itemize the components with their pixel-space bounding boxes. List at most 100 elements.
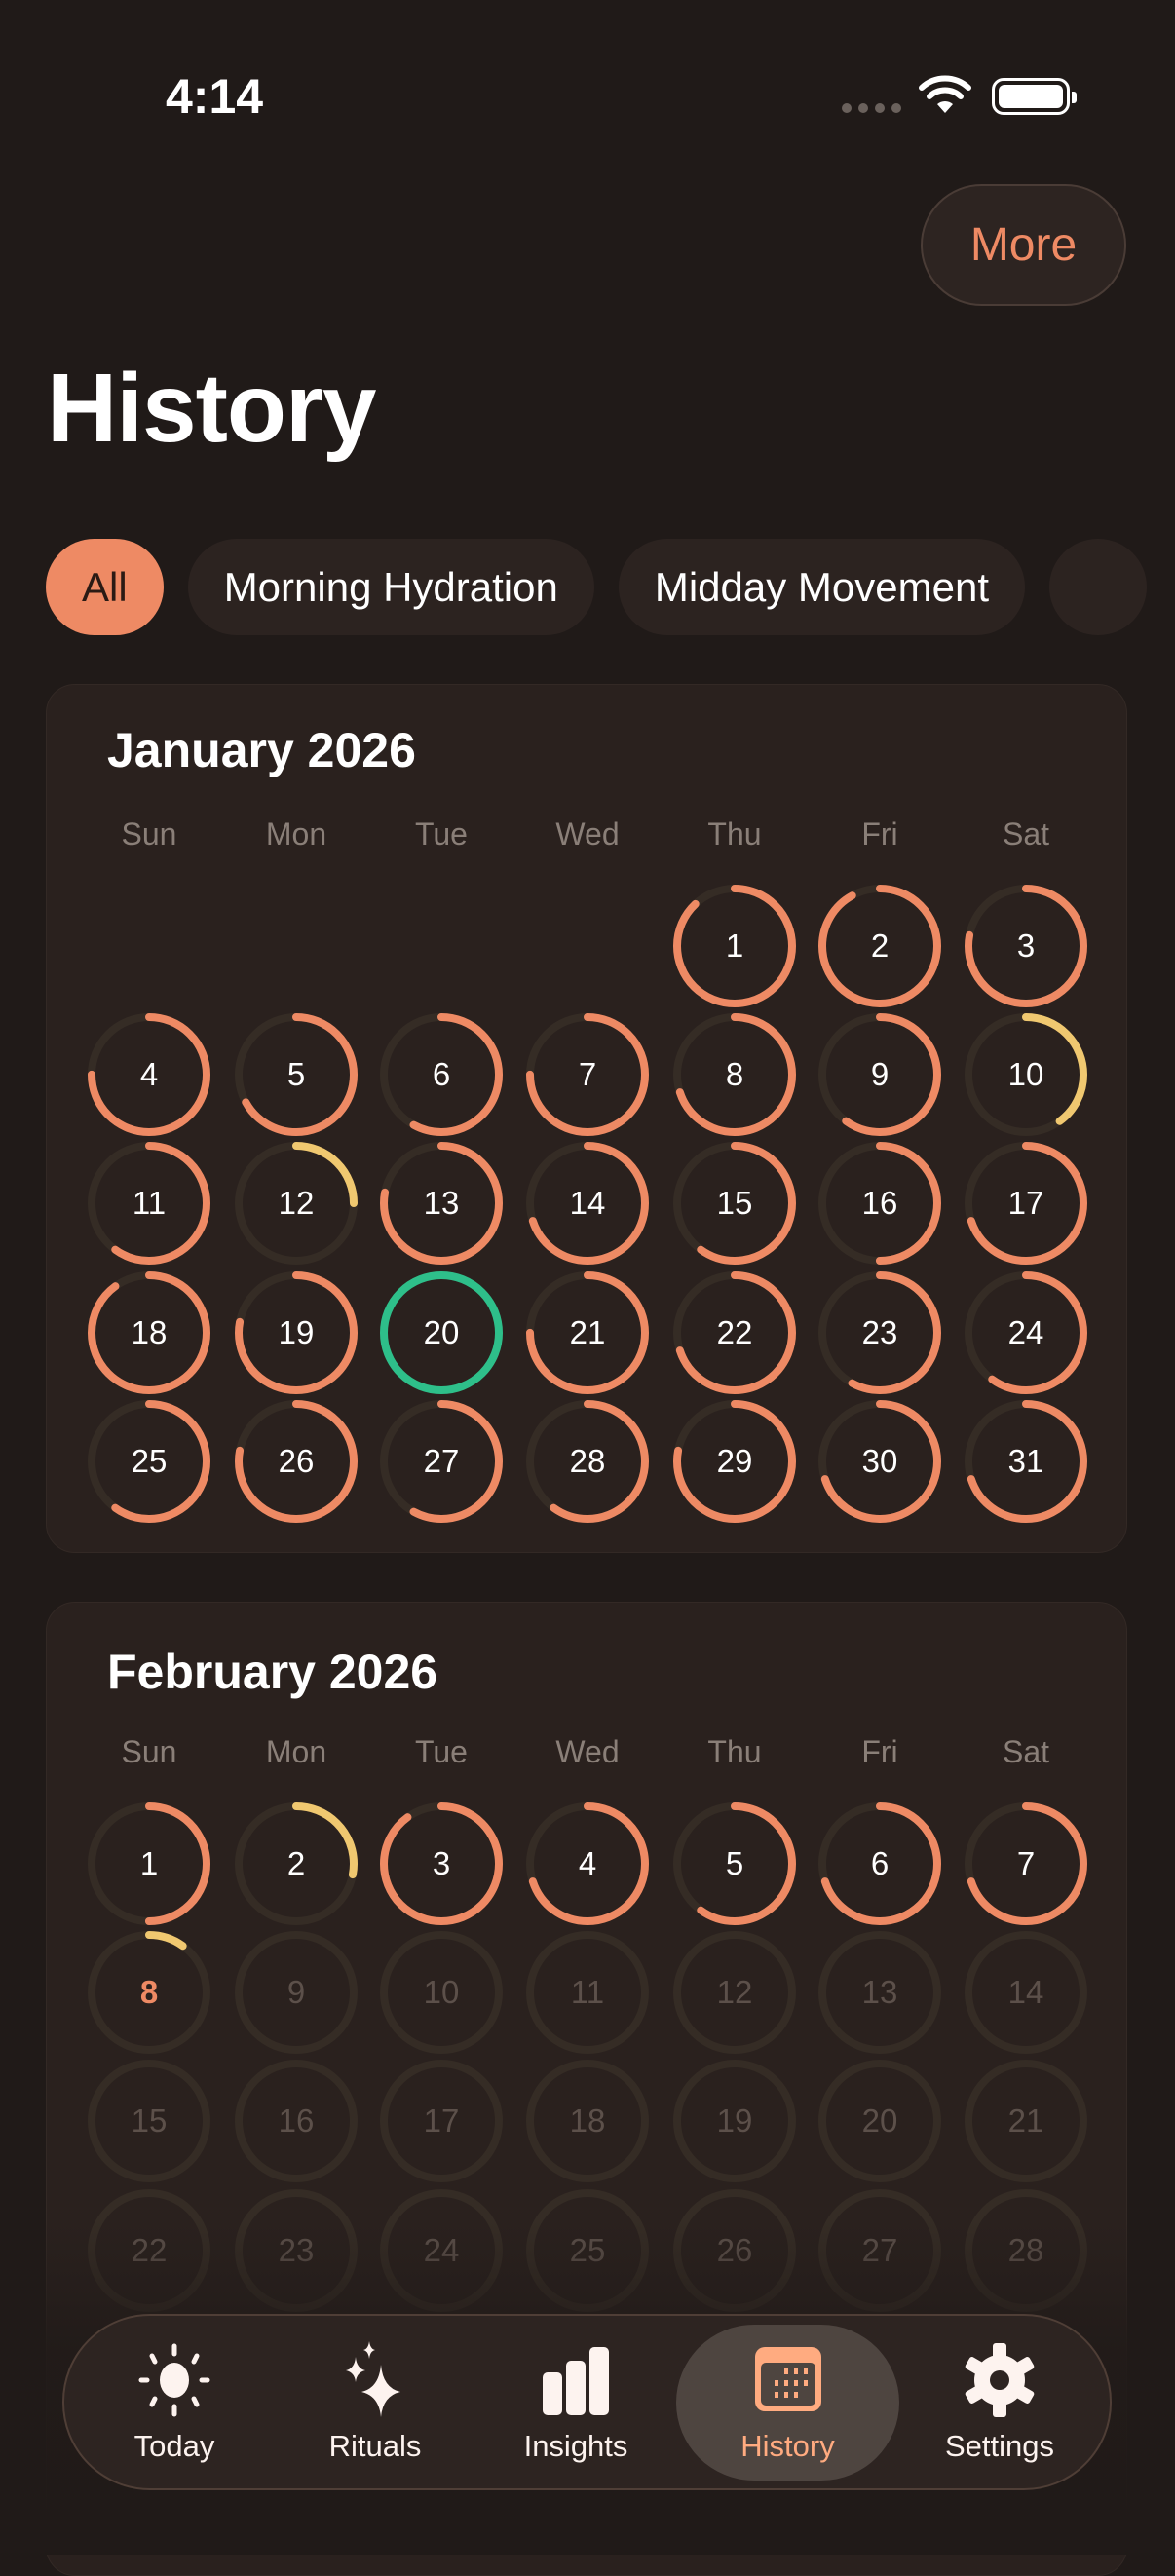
- day-cell-partial[interactable]: 31: [962, 1397, 1090, 1526]
- progress-ring: [818, 1142, 941, 1265]
- day-number: 30: [861, 1443, 898, 1479]
- day-number: 21: [1007, 2102, 1044, 2139]
- day-cell-low[interactable]: 10: [962, 1010, 1090, 1139]
- day-cell-partial[interactable]: 9: [815, 1010, 944, 1139]
- day-number: 25: [131, 1443, 168, 1479]
- status-time: 4:14: [166, 69, 264, 124]
- progress-arc: [673, 1013, 796, 1136]
- day-cell-partial[interactable]: 18: [85, 1269, 213, 1397]
- progress-arc: [88, 1400, 210, 1523]
- day-number: 13: [423, 1185, 460, 1221]
- day-cell-future[interactable]: 21: [962, 2057, 1090, 2185]
- day-cell-partial[interactable]: 6: [377, 1010, 506, 1139]
- day-cell-partial[interactable]: 21: [523, 1269, 652, 1397]
- day-cell-partial[interactable]: 15: [670, 1139, 799, 1268]
- day-cell-partial[interactable]: 28: [523, 1397, 652, 1526]
- day-cell-future[interactable]: 9: [232, 1928, 360, 2057]
- calendar-icon: [754, 2346, 821, 2411]
- day-cell-partial[interactable]: 25: [85, 1397, 213, 1526]
- day-cell-partial[interactable]: 6: [815, 1799, 944, 1928]
- tab-rituals[interactable]: Rituals: [275, 2325, 475, 2481]
- day-cell-future[interactable]: 20: [815, 2057, 944, 2185]
- day-cell-partial[interactable]: 5: [670, 1799, 799, 1928]
- day-cell-future[interactable]: 14: [962, 1928, 1090, 2057]
- day-cell-future[interactable]: 11: [523, 1928, 652, 2057]
- day-cell-future[interactable]: 17: [377, 2057, 506, 2185]
- day-number: 26: [278, 1443, 315, 1479]
- progress-ring: [235, 1271, 358, 1394]
- day-cell-partial[interactable]: 19: [232, 1269, 360, 1397]
- day-number: 6: [432, 1056, 451, 1092]
- tab-settings[interactable]: Settings: [899, 2325, 1100, 2481]
- progress-arc: [235, 1400, 358, 1523]
- progress-arc: [380, 1013, 503, 1136]
- day-cell-partial[interactable]: 30: [815, 1397, 944, 1526]
- day-number: 19: [278, 1314, 315, 1350]
- tab-label: Settings: [944, 2428, 1054, 2463]
- day-cell-today[interactable]: 8: [85, 1928, 213, 2057]
- day-cell-low[interactable]: 12: [232, 1139, 360, 1268]
- day-cell-partial[interactable]: 4: [523, 1799, 652, 1928]
- progress-arc: [818, 1013, 941, 1136]
- day-cell-partial[interactable]: 8: [670, 1010, 799, 1139]
- day-number: 11: [570, 1974, 605, 2010]
- day-cell-future[interactable]: 19: [670, 2057, 799, 2185]
- filter-chip-morning-hydration[interactable]: Morning Hydration: [187, 539, 594, 635]
- day-cell-partial[interactable]: 11: [85, 1139, 213, 1268]
- gear-icon: [965, 2342, 1035, 2417]
- tab-insights[interactable]: Insights: [475, 2325, 676, 2481]
- progress-ring: [526, 1931, 649, 2054]
- day-cell-partial[interactable]: 3: [377, 1799, 506, 1928]
- day-cell-partial[interactable]: 7: [962, 1799, 1090, 1928]
- tab-today[interactable]: Today: [74, 2325, 275, 2481]
- day-cell-future[interactable]: 16: [232, 2057, 360, 2185]
- day-cell-partial[interactable]: 5: [232, 1010, 360, 1139]
- day-cell-partial[interactable]: 29: [670, 1397, 799, 1526]
- day-cell-partial[interactable]: 13: [377, 1139, 506, 1268]
- day-number: 5: [725, 1845, 744, 1881]
- day-cell-partial[interactable]: 4: [85, 1010, 213, 1139]
- tab-history[interactable]: History: [676, 2324, 899, 2481]
- day-number: 2: [870, 928, 890, 964]
- filter-chip-midday-movement[interactable]: Midday Movement: [618, 539, 1025, 635]
- progress-ring: [380, 1271, 503, 1394]
- day-cell-complete[interactable]: 20: [377, 1269, 506, 1397]
- day-cell-partial[interactable]: 27: [377, 1397, 506, 1526]
- day-cell-future[interactable]: 18: [523, 2057, 652, 2185]
- day-cell-partial[interactable]: 1: [85, 1799, 213, 1928]
- day-cell-low[interactable]: 2: [232, 1799, 360, 1928]
- day-cell-partial[interactable]: 1: [670, 882, 799, 1010]
- weekday-label: Tue: [415, 816, 468, 852]
- day-cell-future[interactable]: 13: [815, 1928, 944, 2057]
- progress-ring: [965, 1271, 1087, 1394]
- day-cell-partial[interactable]: 2: [815, 882, 944, 1010]
- day-number: 7: [578, 1056, 597, 1092]
- day-cell-partial[interactable]: 14: [523, 1139, 652, 1268]
- day-cell-future[interactable]: 10: [377, 1928, 506, 2057]
- progress-ring: [818, 1400, 941, 1523]
- progress-arc: [818, 1400, 941, 1523]
- weekday-label: Sat: [1002, 1734, 1050, 1769]
- progress-arc: [88, 1013, 210, 1136]
- day-cell-partial[interactable]: 26: [232, 1397, 360, 1526]
- progress-ring: [818, 1931, 941, 2054]
- day-cell-partial[interactable]: 17: [962, 1139, 1090, 1268]
- day-cell-partial[interactable]: 16: [815, 1139, 944, 1268]
- day-number: 22: [716, 1314, 753, 1350]
- progress-arc: [88, 1802, 210, 1925]
- day-cell-future[interactable]: 12: [670, 1928, 799, 2057]
- filter-chip-all[interactable]: All: [46, 539, 164, 635]
- progress-arc: [673, 1142, 796, 1265]
- day-cell-future[interactable]: 15: [85, 2057, 213, 2185]
- day-cell-partial[interactable]: 23: [815, 1269, 944, 1397]
- more-button[interactable]: More: [921, 184, 1126, 306]
- progress-arc: [380, 1802, 503, 1925]
- day-cell-partial[interactable]: 22: [670, 1269, 799, 1397]
- filter-chip-more[interactable]: [1049, 539, 1147, 635]
- day-cell-partial[interactable]: 24: [962, 1269, 1090, 1397]
- progress-ring: [88, 2060, 210, 2182]
- day-cell-partial[interactable]: 7: [523, 1010, 652, 1139]
- day-number: 20: [861, 2102, 898, 2139]
- day-cell-partial[interactable]: 3: [962, 882, 1090, 1010]
- progress-arc: [965, 1271, 1087, 1394]
